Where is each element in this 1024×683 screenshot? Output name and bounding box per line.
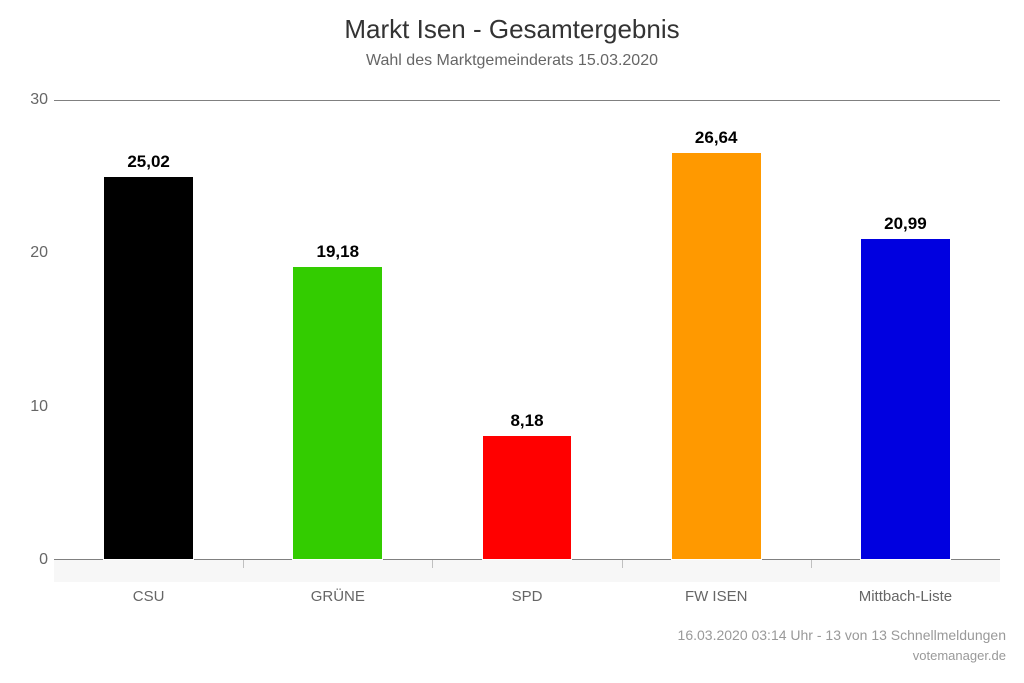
chart-title: Markt Isen - Gesamtergebnis (0, 14, 1024, 45)
y-axis-tick-label: 20 (8, 244, 48, 262)
bar-value-label: 20,99 (825, 214, 985, 234)
chart-subtitle: Wahl des Marktgemeinderats 15.03.2020 (0, 52, 1024, 70)
x-axis-label: Mittbach-Liste (820, 588, 990, 605)
x-axis-label: SPD (442, 588, 612, 605)
credits-line-1: 16.03.2020 03:14 Uhr - 13 von 13 Schnell… (678, 627, 1006, 643)
y-axis-tick-label: 0 (8, 551, 48, 569)
bar (292, 266, 383, 560)
x-axis-label: GRÜNE (253, 588, 423, 605)
x-axis-band (54, 560, 1000, 582)
bar (671, 152, 762, 560)
bar (860, 238, 951, 560)
bar (103, 176, 194, 560)
y-axis-tick-label: 10 (8, 398, 48, 416)
y-axis-tick-label: 30 (8, 91, 48, 109)
x-axis-label: FW ISEN (631, 588, 801, 605)
x-axis-tickmark (622, 560, 623, 568)
bar-value-label: 25,02 (69, 152, 229, 172)
x-axis-label: CSU (64, 588, 234, 605)
credits-line-2: votemanager.de (913, 648, 1006, 663)
bar-value-label: 26,64 (636, 128, 796, 148)
chart-container: Markt Isen - Gesamtergebnis Wahl des Mar… (0, 0, 1024, 683)
bar-value-label: 19,18 (258, 242, 418, 262)
bar-value-label: 8,18 (447, 411, 607, 431)
bar (482, 435, 573, 560)
x-axis-tickmark (243, 560, 244, 568)
x-axis-tickmark (811, 560, 812, 568)
x-axis-tickmark (432, 560, 433, 568)
